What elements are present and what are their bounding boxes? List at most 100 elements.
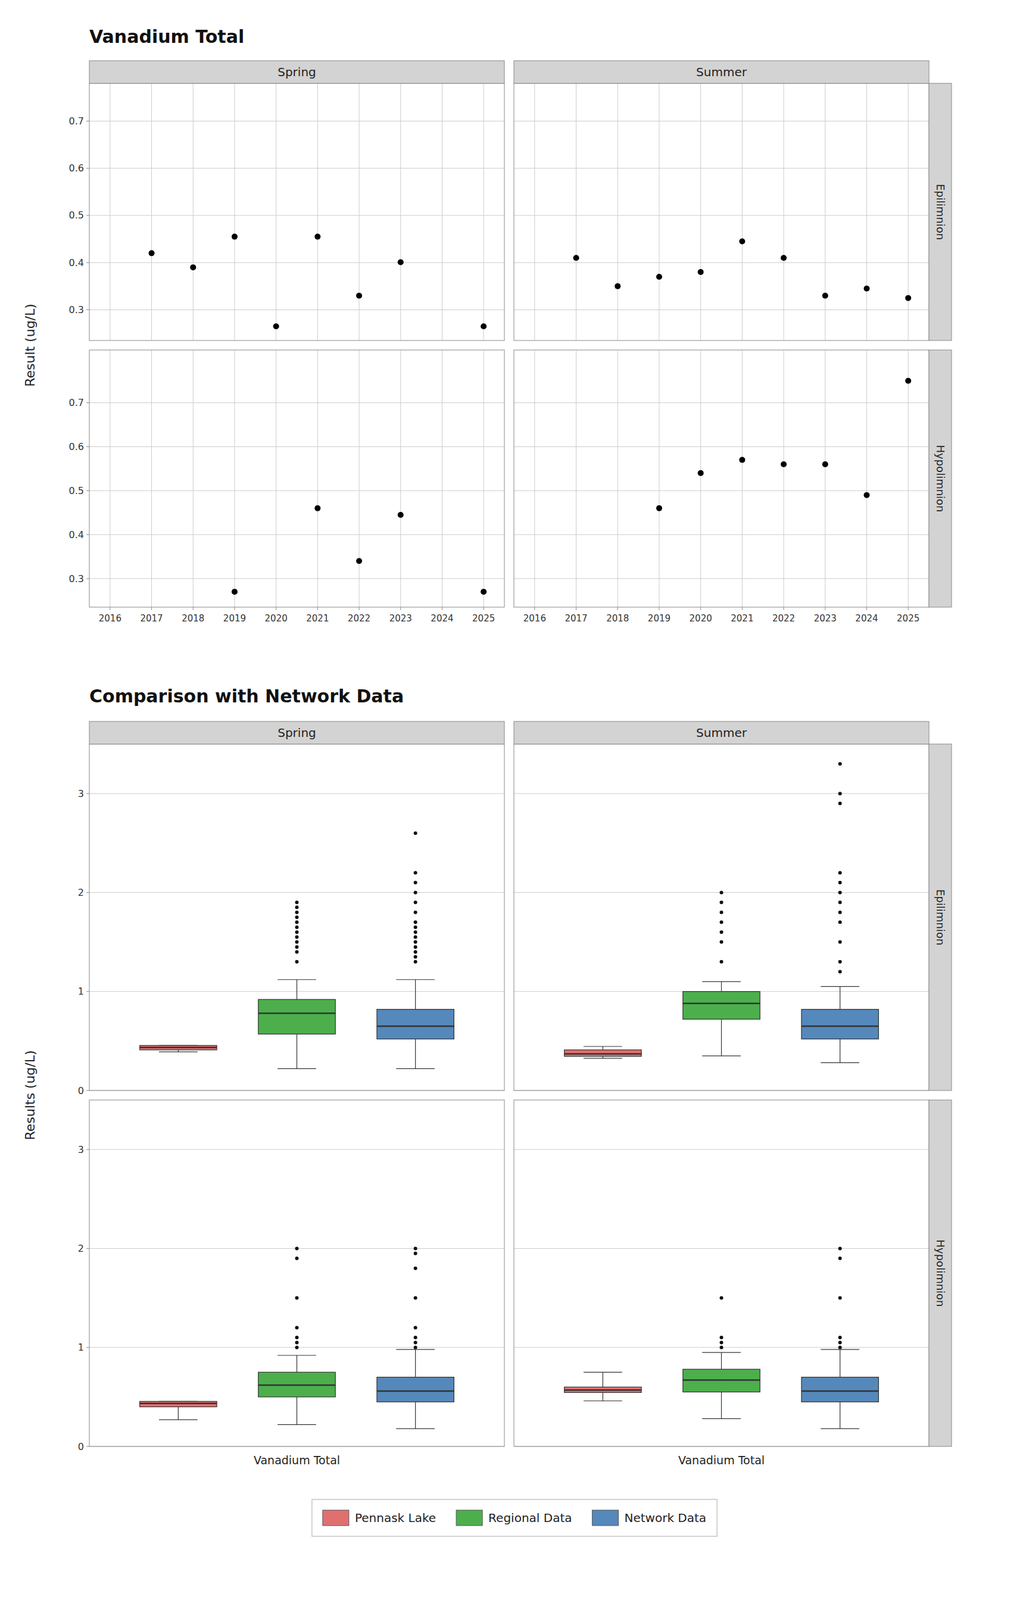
grid-line bbox=[866, 83, 868, 341]
flier bbox=[295, 1326, 299, 1330]
flier bbox=[413, 890, 418, 895]
tick-label: 0.4 bbox=[69, 257, 84, 269]
grid-line bbox=[89, 1149, 505, 1151]
frame bbox=[89, 350, 505, 608]
flier bbox=[413, 945, 418, 950]
flier bbox=[295, 930, 299, 935]
marks bbox=[231, 505, 487, 595]
tick-label: 2017 bbox=[139, 613, 163, 625]
median bbox=[683, 1379, 760, 1382]
grid-line bbox=[441, 83, 443, 341]
point bbox=[480, 588, 487, 595]
tick-label: 2016 bbox=[98, 613, 122, 625]
whisker bbox=[415, 980, 416, 1010]
box bbox=[139, 1045, 217, 1053]
tick bbox=[86, 991, 90, 993]
tick bbox=[275, 607, 277, 611]
flier bbox=[413, 930, 418, 935]
facet-label: Hypolimnion bbox=[934, 1240, 947, 1308]
box bbox=[139, 1401, 217, 1421]
flier bbox=[719, 920, 724, 925]
point bbox=[738, 457, 745, 464]
tick-label: 2020 bbox=[264, 613, 288, 625]
box-body bbox=[683, 1369, 760, 1393]
point bbox=[738, 238, 745, 245]
flier bbox=[838, 871, 843, 875]
frame bbox=[513, 1100, 929, 1448]
tick bbox=[783, 607, 785, 611]
tick bbox=[575, 607, 577, 611]
tick-label: 0.3 bbox=[69, 304, 84, 316]
tick bbox=[86, 309, 90, 311]
grid-line bbox=[89, 446, 505, 448]
flier bbox=[838, 900, 843, 905]
box-body bbox=[258, 999, 336, 1035]
flier bbox=[295, 915, 299, 920]
box bbox=[376, 831, 454, 1070]
cap bbox=[820, 1062, 860, 1064]
tick-label: 2025 bbox=[472, 613, 495, 625]
tick-label: 2022 bbox=[772, 613, 795, 625]
grid-line bbox=[151, 83, 152, 341]
point bbox=[356, 557, 363, 564]
facet-strip bbox=[928, 83, 952, 341]
grid-line bbox=[192, 83, 194, 341]
tick-label: 1 bbox=[78, 1342, 84, 1354]
flier bbox=[295, 960, 299, 965]
median bbox=[564, 1389, 642, 1392]
legend: Pennask LakeRegional DataNetwork Data bbox=[312, 1500, 717, 1537]
flier bbox=[838, 911, 843, 915]
grid-line bbox=[441, 350, 443, 608]
point bbox=[573, 254, 580, 261]
box-body bbox=[139, 1401, 217, 1408]
facet-header bbox=[513, 721, 929, 745]
flier bbox=[838, 1346, 843, 1350]
tick bbox=[86, 446, 90, 448]
point bbox=[314, 505, 321, 512]
facet-strip bbox=[928, 350, 952, 608]
point bbox=[231, 234, 238, 240]
tick bbox=[658, 607, 660, 611]
title: Comparison with Network Data bbox=[89, 686, 404, 707]
cap bbox=[277, 1068, 317, 1070]
panel: 0123Vanadium Total bbox=[78, 1100, 505, 1468]
median bbox=[801, 1026, 879, 1028]
flier bbox=[295, 1246, 299, 1251]
grid-line bbox=[908, 83, 909, 341]
tick bbox=[86, 1347, 90, 1349]
grid-line bbox=[89, 534, 505, 536]
flier bbox=[838, 890, 843, 895]
grid-line bbox=[783, 83, 785, 341]
flier bbox=[838, 762, 843, 766]
tick bbox=[534, 607, 535, 611]
tick bbox=[86, 214, 90, 216]
frame bbox=[89, 744, 505, 1091]
cap bbox=[820, 986, 860, 988]
tick bbox=[86, 892, 90, 894]
median bbox=[139, 1046, 217, 1049]
cap bbox=[277, 1424, 317, 1426]
grid-line bbox=[617, 350, 619, 608]
tick bbox=[741, 607, 743, 611]
legend-swatch bbox=[591, 1510, 619, 1527]
flier bbox=[413, 1336, 418, 1340]
tick bbox=[359, 607, 360, 611]
box-body bbox=[139, 1045, 217, 1050]
flier bbox=[295, 1341, 299, 1345]
tick bbox=[86, 578, 90, 580]
flier bbox=[413, 925, 418, 930]
tick-label: 2016 bbox=[523, 613, 547, 625]
cap bbox=[583, 1401, 623, 1402]
flier bbox=[838, 791, 843, 796]
plot-area bbox=[89, 350, 505, 608]
flier bbox=[413, 1296, 418, 1301]
tick bbox=[86, 793, 90, 795]
tick-label: 0.3 bbox=[69, 573, 84, 585]
tick-label: 0 bbox=[78, 1441, 84, 1453]
whisker bbox=[178, 1407, 179, 1421]
grid-line bbox=[658, 83, 660, 341]
flier bbox=[838, 960, 843, 965]
facet-strip bbox=[928, 744, 952, 1091]
tick-label: 2023 bbox=[814, 613, 837, 625]
whisker bbox=[721, 981, 722, 993]
